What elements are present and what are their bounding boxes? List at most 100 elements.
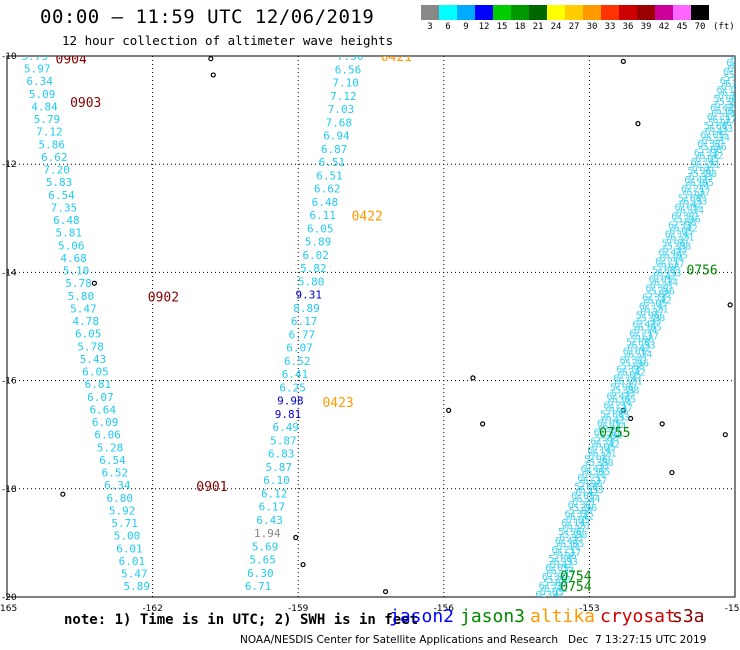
x-tick-label: -153: [579, 604, 599, 614]
wave-height-value: 6.33: [559, 533, 583, 544]
wave-height-value: 6.14: [602, 422, 626, 433]
legend-swatch: [655, 5, 673, 20]
wave-height-value: 6.37: [609, 404, 633, 415]
wave-height-value: 5.96: [584, 455, 608, 466]
wave-height-value: 6.21: [572, 497, 596, 508]
wave-height-value: 5.96: [610, 383, 634, 394]
wave-height-value: 5.75: [22, 50, 48, 63]
y-tick-label: -18: [2, 485, 17, 495]
wave-height-value: 6.05: [623, 347, 647, 358]
island-outline: [669, 469, 675, 476]
wave-height-value: 6.37: [536, 596, 560, 607]
wave-height-value: 5.88: [621, 362, 645, 373]
wave-height-value: 7.03: [328, 103, 355, 116]
wave-height-value: 6.37: [594, 428, 618, 439]
wave-height-value: 6.37: [557, 548, 581, 559]
satellite-name: altika: [530, 606, 596, 627]
wave-height-value: 6.37: [583, 476, 607, 487]
wave-height-value: 5.88: [724, 73, 740, 84]
wave-height-value: 6.42: [731, 55, 740, 66]
x-tick-label: -165: [0, 604, 17, 614]
wave-height-value: 5.43: [80, 353, 107, 366]
wave-height-value: 6.33: [631, 341, 655, 352]
wave-height-value: 7.20: [43, 164, 70, 177]
legend-label: 3: [427, 22, 433, 32]
wave-height-value: 6.05: [726, 58, 740, 69]
wave-height-value: 6.01: [119, 555, 146, 568]
legend-label: 39: [640, 22, 652, 32]
wave-height-value: 6.37: [568, 500, 592, 511]
wave-height-value: 5.88: [719, 97, 740, 108]
island-outline: [620, 407, 626, 413]
wave-height-value: 6.42: [581, 464, 605, 475]
legend-swatch: [547, 5, 565, 20]
wave-height-value: 6.37: [723, 67, 740, 78]
wave-height-value: 6.33: [735, 52, 740, 63]
wave-height-value: 5.88: [626, 338, 650, 349]
wave-height-value: 6.21: [598, 425, 622, 436]
wave-height-value: 6.42: [653, 271, 677, 282]
wave-height-value: 6.10: [263, 474, 290, 487]
wave-height-value: 6.37: [588, 452, 612, 463]
wave-height-value: 6.33: [539, 581, 563, 592]
wave-height-value: 6.14: [556, 542, 580, 553]
wave-height-value: 6.21: [593, 449, 617, 460]
wave-height-value: 6.33: [554, 557, 578, 568]
wave-height-value: 9.31: [296, 289, 323, 302]
wave-height-value: 6.21: [619, 377, 643, 388]
wave-height-value: 6.33: [694, 148, 718, 159]
legend-swatch: [637, 5, 655, 20]
wave-height-value: 6.42: [684, 175, 708, 186]
wave-height-value: 6.37: [645, 283, 669, 294]
wave-height-value: 6.05: [571, 491, 595, 502]
wave-height-value: 6.42: [679, 199, 703, 210]
wave-height-value: 5.88: [652, 265, 676, 276]
wave-height-value: 5.92: [109, 504, 136, 517]
wave-height-value: 6.02: [302, 249, 329, 262]
legend-swatch: [421, 5, 439, 20]
wave-height-value: 6.37: [692, 163, 716, 174]
wave-height-value: 6.64: [90, 403, 117, 416]
wave-height-value: 5.96: [553, 551, 577, 562]
map-title: 00:00 – 11:59 UTC 12/06/2019: [40, 6, 375, 28]
legend-label: 27: [568, 22, 580, 32]
wave-height-value: 6.37: [640, 307, 664, 318]
x-tick-label: -156: [434, 604, 455, 614]
wave-height-value: 5.71: [111, 517, 138, 530]
legend-swatch: [619, 5, 637, 20]
wave-height-value: 5.47: [70, 302, 97, 315]
legend-unit: (ft): [713, 22, 735, 32]
wave-height-value: 6.14: [717, 85, 740, 96]
wave-height-value: 5.88: [564, 530, 588, 541]
wave-height-value: 6.21: [650, 280, 674, 291]
wave-height-value: 6.42: [570, 512, 594, 523]
wave-height-value: 6.14: [639, 301, 663, 312]
legend-swatch: [691, 5, 709, 20]
wave-height-value: 5.88: [615, 386, 639, 397]
pass-time-label: 0902: [148, 291, 179, 306]
wave-height-value: 6.30: [247, 567, 273, 580]
wave-height-value: 5.96: [687, 166, 711, 177]
wave-height-value: 6.14: [680, 205, 704, 216]
wave-height-value: 6.11: [309, 209, 336, 222]
wave-height-value: 6.05: [82, 366, 109, 379]
wave-height-value: 6.21: [696, 160, 720, 171]
wave-height-value: 4.84: [31, 100, 58, 113]
wave-height-value: 6.42: [555, 536, 579, 547]
legend-label: 33: [604, 22, 616, 32]
wave-height-value: 6.34: [104, 479, 131, 492]
pass-time-label: 0755: [599, 426, 630, 441]
legend-swatch: [457, 5, 475, 20]
wave-height-value: 6.21: [727, 64, 740, 75]
wave-height-value: 6.33: [668, 220, 692, 231]
wave-height-value: 6.14: [654, 277, 678, 288]
island-outline: [60, 491, 66, 497]
wave-height-value: 6.21: [541, 593, 565, 604]
wave-height-value: 5.96: [579, 479, 603, 490]
map-subtitle: 12 hour collection of altimeter wave hei…: [62, 33, 394, 48]
wave-height-value: 5.88: [704, 121, 728, 132]
wave-height-value: 7.56: [337, 50, 364, 63]
y-tick-label: -10: [2, 52, 17, 62]
wave-height-value: 6.37: [686, 187, 710, 198]
